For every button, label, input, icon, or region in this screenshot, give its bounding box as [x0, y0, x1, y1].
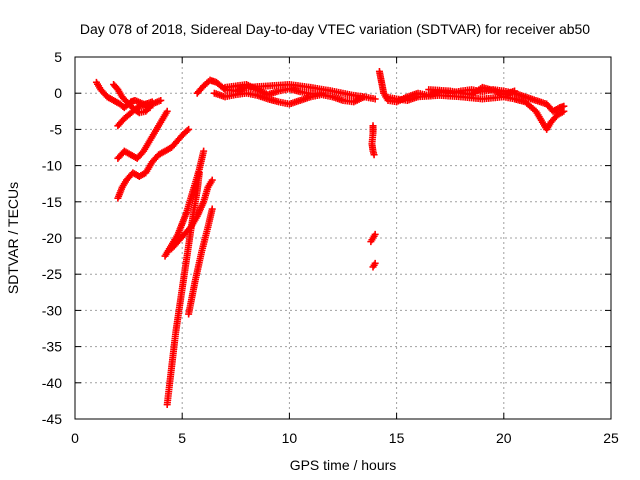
data-point [200, 147, 208, 155]
y-tick-labels: 5 0 -5 -10 -15 -20 -25 -30 -35 -40 -45 [42, 49, 62, 427]
data-point [195, 169, 203, 177]
data-points [92, 67, 568, 409]
y-tick-label: -20 [42, 230, 62, 246]
data-point [220, 84, 228, 92]
x-axis-label: GPS time / hours [290, 457, 397, 473]
data-point [560, 107, 568, 115]
x-tick-label: 15 [389, 430, 405, 446]
y-tick-label: -25 [42, 266, 62, 282]
y-tick-label: -30 [42, 302, 62, 318]
y-tick-label: -45 [42, 411, 62, 427]
data-point [185, 125, 193, 133]
chart-title: Day 078 of 2018, Sidereal Day-to-day VTE… [80, 21, 590, 37]
data-point [360, 93, 368, 101]
x-tick-label: 10 [282, 430, 298, 446]
data-point [157, 96, 165, 104]
data-point [371, 259, 379, 267]
data-point [208, 205, 216, 213]
y-tick-label: -10 [42, 158, 62, 174]
data-point [511, 87, 519, 95]
x-tick-label: 20 [496, 430, 512, 446]
data-point [208, 176, 216, 184]
data-point [370, 151, 378, 159]
y-tick-label: -35 [42, 339, 62, 355]
y-axis-label: SDTVAR / TECUs [5, 182, 21, 294]
y-tick-label: -15 [42, 194, 62, 210]
data-point [371, 95, 379, 103]
data-point [371, 230, 379, 238]
plot-frame [74, 56, 612, 420]
x-tick-label: 0 [71, 430, 79, 446]
x-tick-label: 25 [603, 430, 619, 446]
data-point [163, 107, 171, 115]
y-tick-label: 5 [54, 49, 62, 65]
y-tick-label: -5 [50, 121, 63, 137]
data-point [148, 98, 156, 106]
data-point [183, 127, 191, 135]
y-tick-label: -40 [42, 375, 62, 391]
x-tick-labels: 0 5 10 15 20 25 [71, 430, 619, 446]
y-tick-label: 0 [54, 85, 62, 101]
data-point [318, 89, 326, 97]
x-tick-label: 5 [178, 430, 186, 446]
grid [75, 57, 611, 419]
